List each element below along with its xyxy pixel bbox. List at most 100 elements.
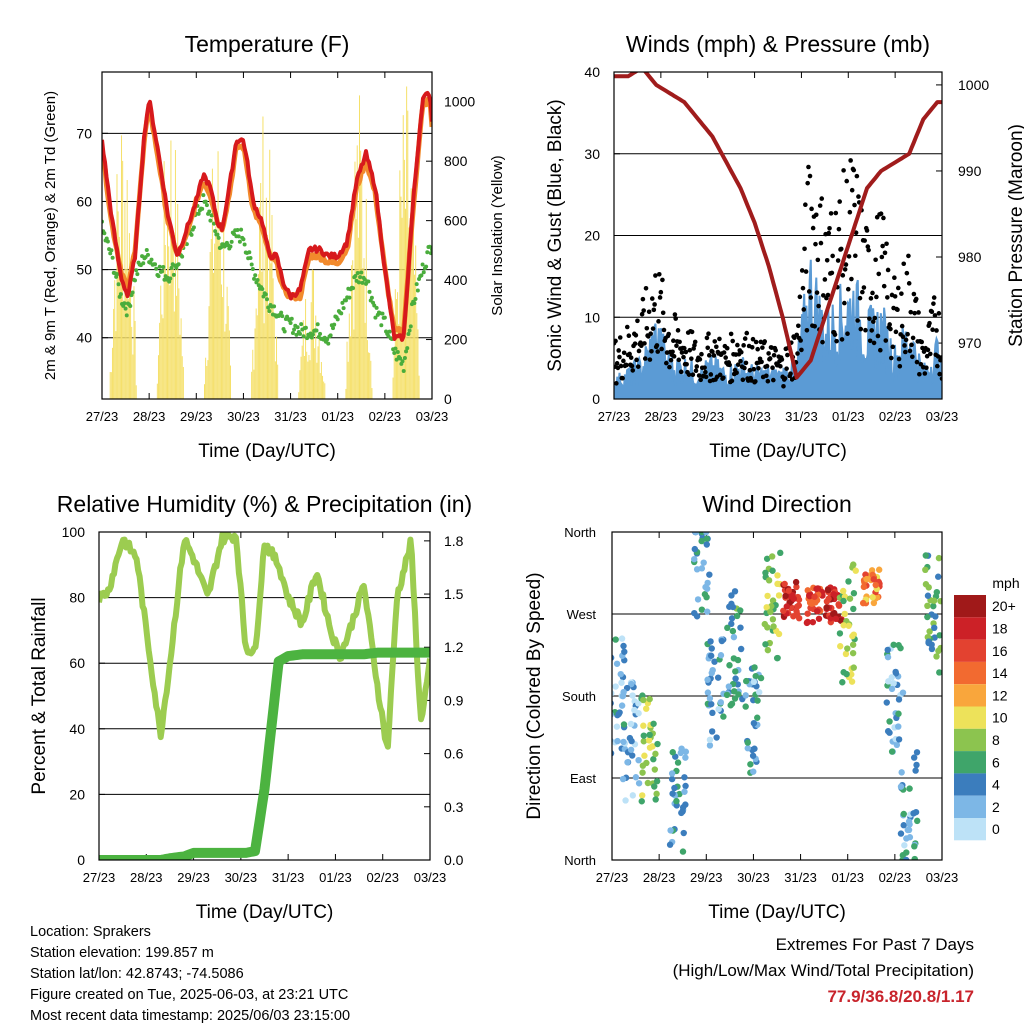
wind-direction-point	[639, 792, 646, 799]
dewpoint-point	[355, 270, 360, 275]
legend-label: 12	[992, 687, 1008, 703]
gust-point	[696, 373, 702, 378]
dewpoint-point	[272, 304, 277, 309]
gust-point	[724, 345, 730, 351]
wind-direction-point	[615, 710, 622, 718]
gust-point	[848, 158, 853, 163]
gust-point	[914, 359, 920, 365]
gust-point	[806, 164, 811, 170]
wind-direction-point	[924, 602, 931, 610]
wind-direction-point	[840, 587, 847, 595]
wind-direction-point	[703, 541, 710, 548]
gust-point	[683, 349, 689, 355]
wind-direction-point	[640, 722, 647, 729]
chart-title: Relative Humidity (%) & Precipitation (i…	[57, 491, 472, 517]
wind-direction-point	[850, 605, 857, 613]
wind-direction-point	[626, 734, 634, 742]
wind-direction-point	[668, 775, 676, 783]
y2-tick-label: 600	[444, 213, 468, 229]
gust-point	[735, 362, 741, 367]
wind-direction-point	[720, 713, 727, 720]
wind-direction-point	[704, 676, 711, 683]
gust-point	[842, 267, 848, 272]
dewpoint-point	[141, 261, 146, 266]
gust-point	[677, 339, 682, 345]
wind-direction-point	[727, 702, 734, 709]
wind-direction-point	[809, 618, 817, 626]
plot-border	[613, 71, 943, 400]
wind-direction-point	[926, 628, 933, 635]
y2-axis-label: Station Pressure (Maroon)	[1006, 124, 1024, 347]
wind-direction-point	[848, 671, 855, 678]
gust-point	[909, 342, 914, 348]
wind-direction-point	[679, 848, 687, 855]
wind-direction-point	[843, 670, 850, 678]
wind-direction-point	[750, 719, 758, 727]
wind-direction-point	[897, 830, 905, 837]
dewpoint-point	[116, 282, 121, 287]
gust-point	[647, 357, 653, 362]
dewpoint-point	[366, 279, 371, 284]
wind-direction-point	[612, 683, 619, 690]
gust-point	[693, 368, 699, 374]
dewpoint-point	[161, 264, 166, 269]
dewpoint-point	[208, 218, 213, 223]
dewpoint-point	[203, 199, 208, 204]
gust-point	[771, 352, 777, 358]
wind-direction-point	[884, 646, 891, 654]
gust-point	[734, 370, 739, 376]
dewpoint-point	[204, 203, 209, 208]
wind-direction-point	[895, 710, 902, 717]
gust-point	[925, 347, 931, 353]
gust-point	[870, 319, 876, 324]
gust-point	[936, 311, 942, 316]
wind-direction-point	[846, 595, 854, 602]
x-tick-label: 01/23	[319, 870, 352, 885]
gust-point	[681, 345, 687, 351]
wind-direction-point	[729, 627, 737, 635]
y-tick-label: 80	[69, 590, 85, 606]
wind-direction-point	[723, 691, 731, 699]
gust-point	[830, 253, 835, 259]
gust-point	[660, 277, 665, 283]
gust-point	[703, 374, 709, 380]
wind-direction-point	[850, 664, 857, 671]
wind-direction-point	[618, 635, 626, 642]
wind-direction-point	[770, 623, 777, 630]
dewpoint-point	[123, 306, 128, 311]
wind-direction-point	[875, 566, 883, 573]
dewpoint-point	[216, 235, 221, 240]
gust-point	[832, 332, 838, 337]
gust-point	[656, 319, 661, 324]
gust-point	[767, 356, 773, 361]
y2-tick-label: 0.0	[444, 852, 464, 868]
wind-direction-point	[937, 597, 942, 605]
dewpoint-point	[263, 292, 268, 297]
gust-point	[773, 348, 778, 353]
gust-point	[822, 277, 828, 282]
gust-point	[626, 333, 632, 339]
gust-point	[860, 289, 865, 295]
wind-direction-point	[737, 645, 745, 653]
wind-direction-point	[728, 615, 736, 622]
gust-point	[636, 348, 642, 354]
gust-point	[820, 339, 825, 345]
wind-direction-point	[910, 754, 918, 761]
wind-direction-point	[829, 610, 837, 618]
wind-direction-point	[790, 595, 798, 602]
wind-direction-point	[765, 577, 773, 584]
gust-point	[771, 377, 776, 383]
y2-axis-label: Solar Insolation (Yellow)	[489, 155, 506, 315]
wind-direction-point	[619, 775, 627, 783]
wind-direction-point	[840, 622, 847, 629]
wind-direction-point	[823, 604, 830, 611]
wind-direction-point	[848, 678, 856, 685]
gust-point	[759, 359, 764, 365]
wind-direction-point	[698, 606, 706, 613]
gust-point	[617, 354, 622, 360]
dewpoint-point	[379, 323, 384, 328]
gust-point	[674, 343, 679, 349]
gust-point	[834, 338, 839, 344]
gust-point	[888, 326, 893, 332]
dewpoint-point	[250, 266, 255, 271]
